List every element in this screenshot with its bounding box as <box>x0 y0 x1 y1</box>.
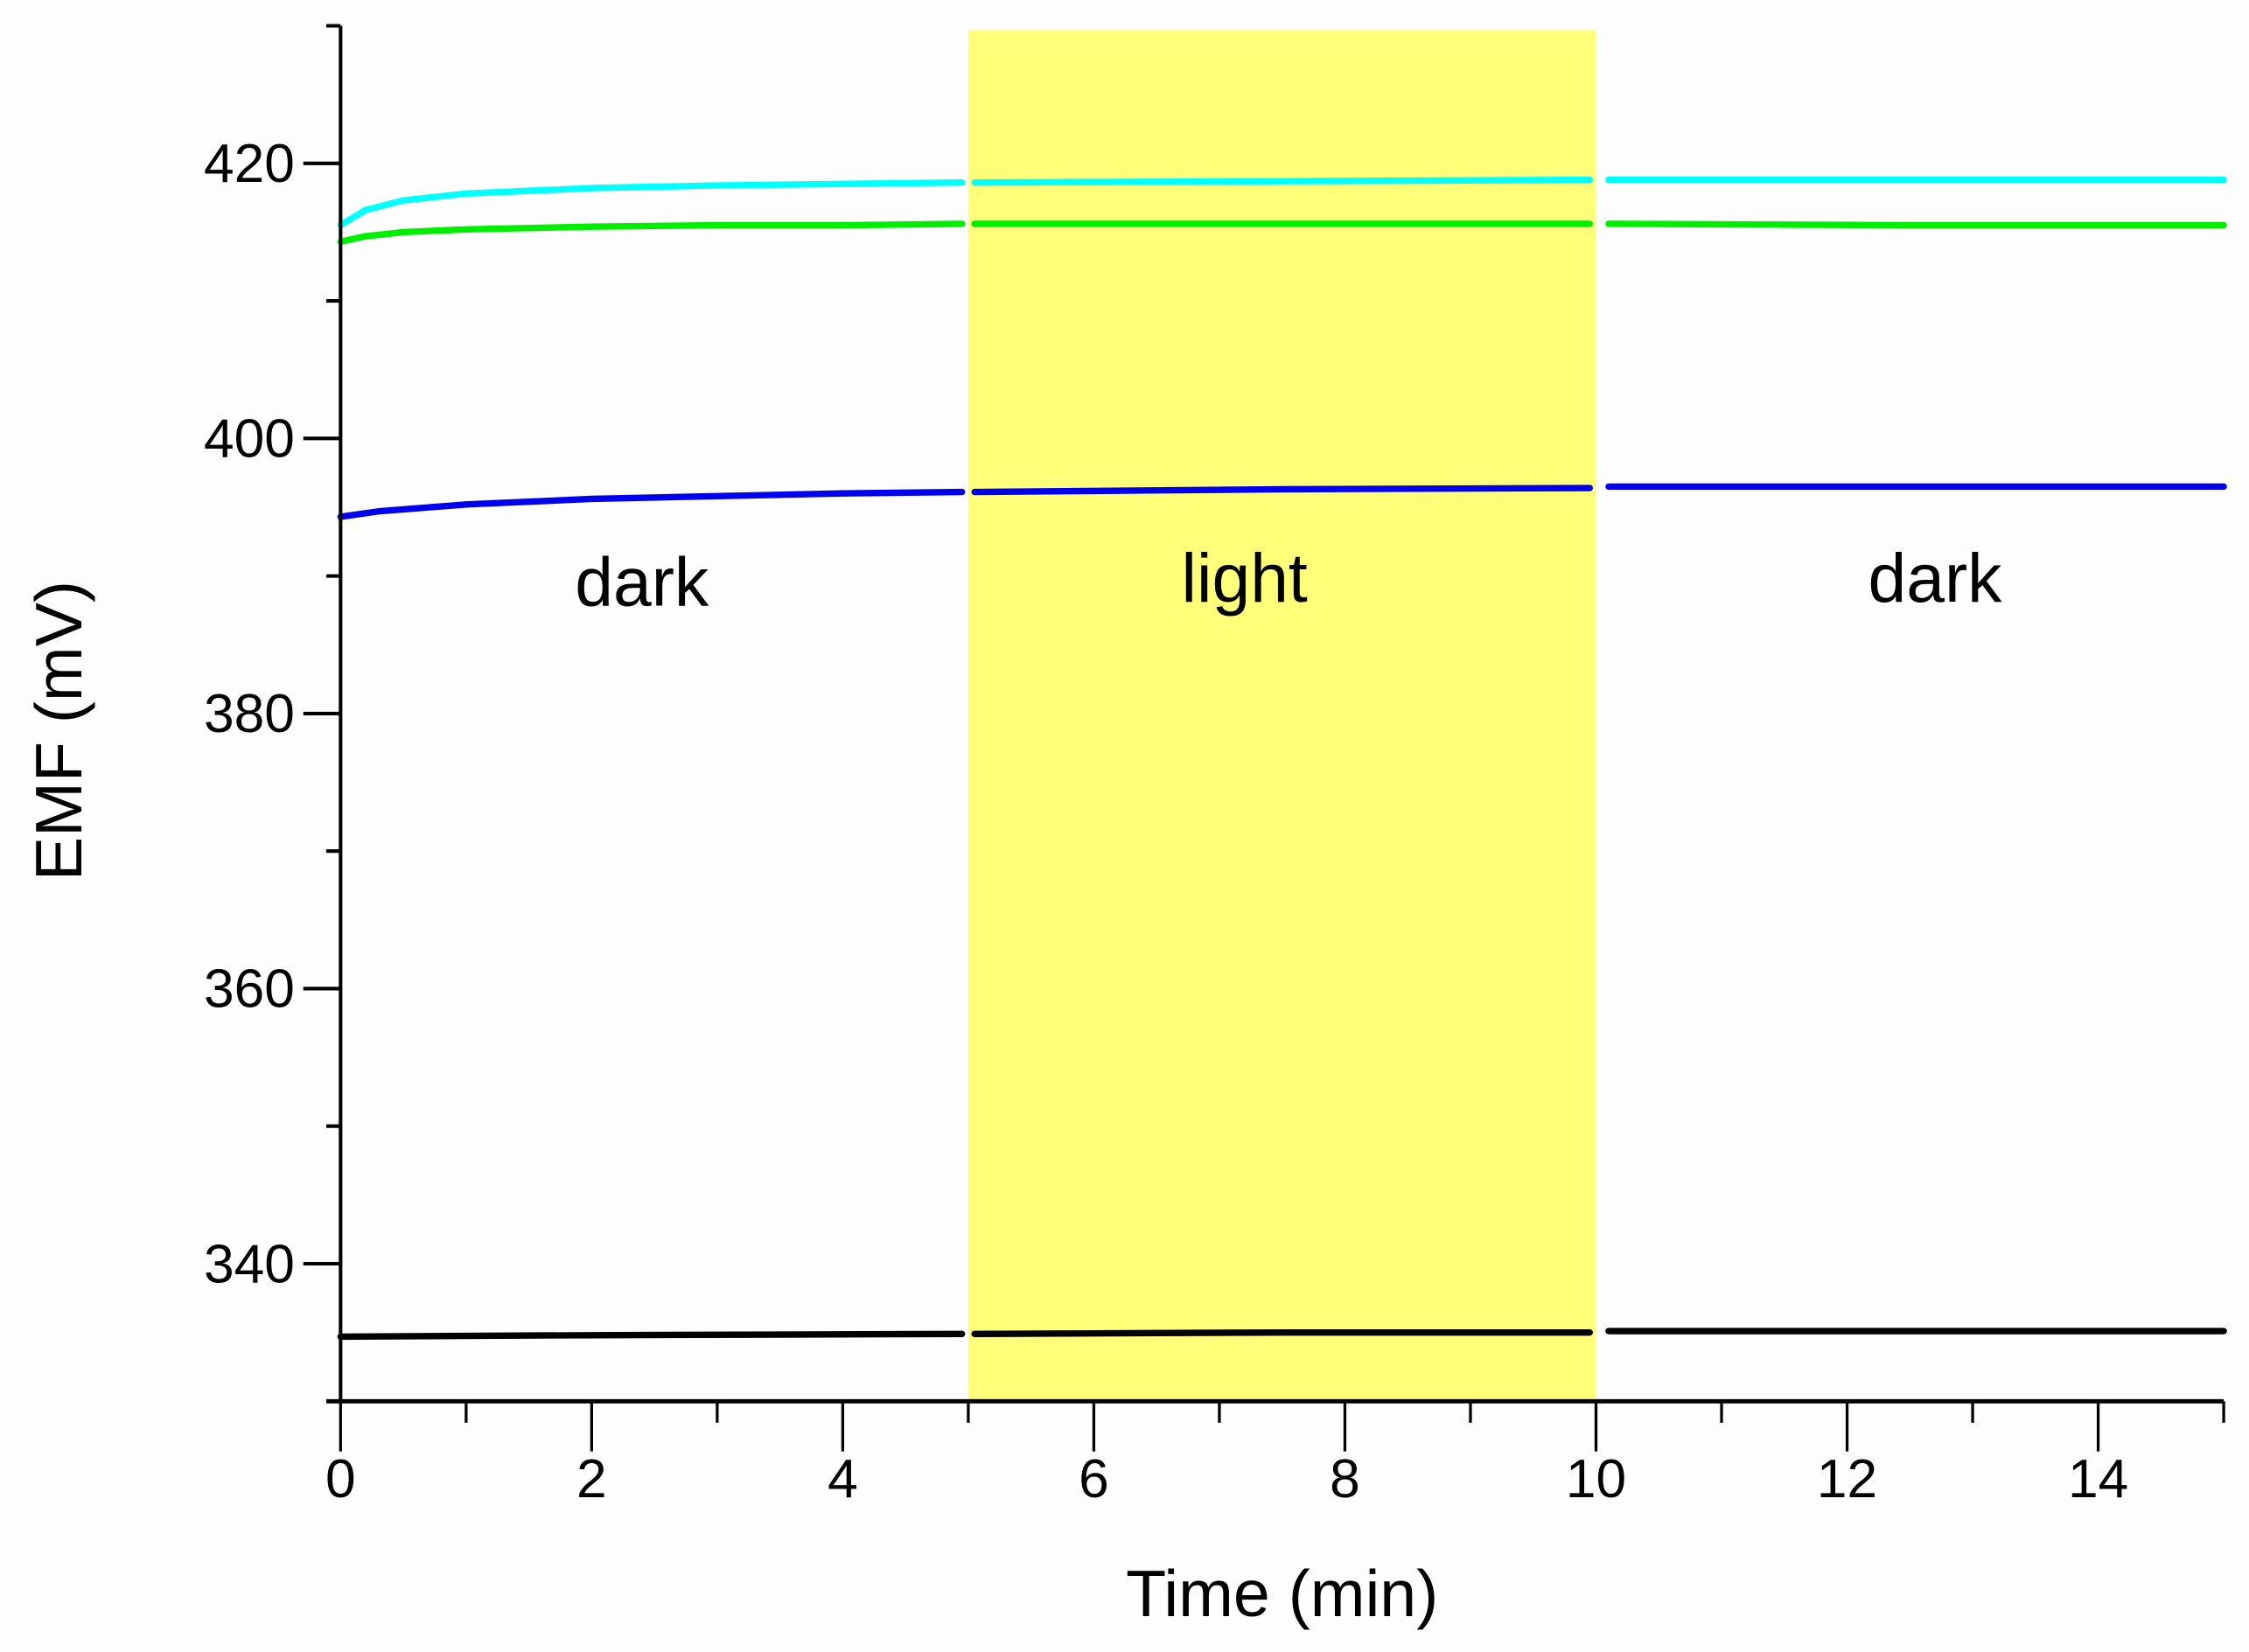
axes: 0 2 4 6 8 10 12 14 340 360 380 400 420 <box>204 24 2225 1509</box>
region-label-dark: dark <box>1868 540 2003 617</box>
y-axis-label: EMF (mV) <box>22 581 95 881</box>
series-1-segment-0 <box>337 220 966 246</box>
region-label-light: light <box>1182 540 1308 617</box>
x-tick-label: 0 <box>325 1449 356 1509</box>
series-1-segment-2 <box>1605 220 2227 229</box>
x-axis-label: Time (min) <box>1126 1557 1438 1630</box>
series-0-segment-1 <box>971 176 1593 186</box>
region-label-dark: dark <box>575 544 709 621</box>
light-period-shading <box>967 30 1596 1402</box>
series-2-segment-0 <box>337 488 966 520</box>
x-tick-label: 6 <box>1079 1449 1109 1509</box>
x-tick-label: 2 <box>576 1449 607 1509</box>
x-tick-label: 12 <box>1817 1449 1877 1509</box>
y-tick-label: 400 <box>204 409 295 470</box>
x-tick-label: 10 <box>1566 1449 1626 1509</box>
series-3-segment-0 <box>337 1330 966 1341</box>
x-tick-label: 14 <box>2068 1449 2128 1509</box>
annotations: dark light dark <box>575 540 2002 621</box>
y-tick-label: 380 <box>204 684 295 744</box>
y-tick-label: 340 <box>204 1234 295 1294</box>
x-tick-label: 4 <box>828 1449 858 1509</box>
series-group <box>337 176 2227 1341</box>
y-tick-label: 420 <box>204 134 295 194</box>
series-0-segment-0 <box>337 179 966 229</box>
series-2-segment-1 <box>971 484 1593 496</box>
y-tick-label: 360 <box>204 959 295 1020</box>
series-3-segment-1 <box>971 1328 1593 1337</box>
x-tick-label: 8 <box>1330 1449 1360 1509</box>
